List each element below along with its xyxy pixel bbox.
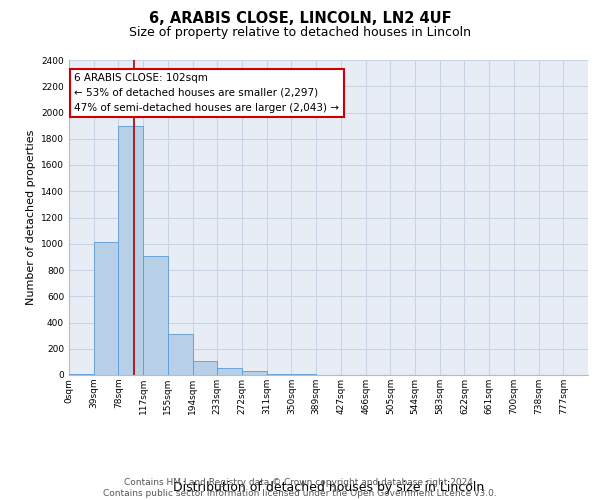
Text: 6 ARABIS CLOSE: 102sqm
← 53% of detached houses are smaller (2,297)
47% of semi-: 6 ARABIS CLOSE: 102sqm ← 53% of detached…: [74, 73, 340, 112]
Bar: [94, 242, 118, 375]
Bar: [69, 374, 94, 375]
Bar: [118, 126, 143, 375]
Bar: [292, 374, 316, 375]
Text: 6, ARABIS CLOSE, LINCOLN, LN2 4UF: 6, ARABIS CLOSE, LINCOLN, LN2 4UF: [149, 11, 451, 26]
Bar: [217, 368, 242, 375]
Bar: [143, 256, 168, 375]
Bar: [193, 361, 217, 375]
Y-axis label: Number of detached properties: Number of detached properties: [26, 130, 35, 305]
Bar: [168, 334, 193, 375]
Text: Contains HM Land Registry data © Crown copyright and database right 2024.
Contai: Contains HM Land Registry data © Crown c…: [103, 478, 497, 498]
Bar: [267, 374, 292, 375]
Text: Size of property relative to detached houses in Lincoln: Size of property relative to detached ho…: [129, 26, 471, 39]
Bar: [242, 371, 267, 375]
X-axis label: Distribution of detached houses by size in Lincoln: Distribution of detached houses by size …: [173, 481, 484, 494]
